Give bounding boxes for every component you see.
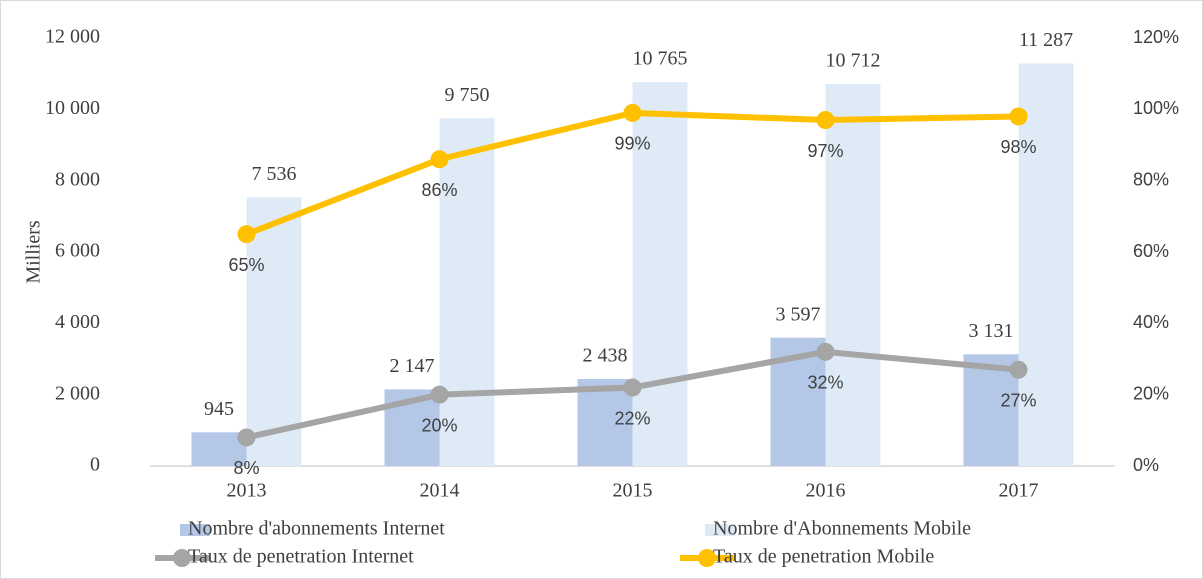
y-tick-label: 4 000 (55, 311, 100, 333)
data-label: 9 750 (445, 84, 490, 106)
data-label: 945 (204, 398, 234, 420)
y2-tick-label: 80% (1133, 169, 1169, 189)
bar (246, 197, 302, 466)
data-label: 8% (233, 458, 259, 478)
bar (577, 379, 633, 466)
x-tick-label: 2014 (420, 480, 460, 502)
marker (1009, 360, 1028, 379)
data-label: 99% (614, 134, 650, 154)
data-label: 98% (1000, 137, 1036, 157)
data-label: 86% (421, 180, 457, 200)
y-axis-title: Milliers (23, 220, 45, 284)
y2-tick-label: 40% (1133, 312, 1169, 332)
y2-tick-label: 0% (1133, 455, 1159, 475)
marker (430, 150, 449, 169)
y2-tick-label: 20% (1133, 383, 1169, 403)
x-tick-label: 2016 (806, 480, 846, 502)
x-tick-label: 2015 (613, 480, 653, 502)
marker (237, 225, 256, 244)
legend-swatch (698, 549, 716, 567)
data-label: 27% (1000, 390, 1036, 410)
legend-swatch (180, 524, 210, 536)
y-tick-label: 2 000 (55, 382, 100, 404)
marker (623, 103, 642, 122)
marker (816, 111, 835, 130)
x-tick-label: 2013 (227, 480, 267, 502)
bar (191, 432, 247, 466)
legend-swatch (173, 549, 191, 567)
data-label: 3 131 (969, 320, 1014, 342)
legend-swatch (705, 524, 735, 536)
marker (237, 428, 256, 447)
data-label: 10 712 (826, 50, 881, 72)
data-label: 32% (807, 373, 843, 393)
legend-label: Taux de penetration Mobile (713, 546, 934, 568)
y-tick-label: 8 000 (55, 168, 100, 190)
y-tick-label: 6 000 (55, 240, 100, 262)
marker (623, 378, 642, 397)
legend-label: Nombre d'Abonnements Mobile (713, 518, 971, 540)
data-label: 2 438 (583, 345, 628, 367)
data-label: 2 147 (390, 355, 435, 377)
y-tick-label: 10 000 (45, 97, 100, 119)
marker (816, 342, 835, 361)
data-label: 3 597 (776, 303, 821, 325)
marker (1009, 107, 1028, 126)
data-label: 22% (614, 408, 650, 428)
y-tick-label: 0 (90, 454, 100, 476)
y2-tick-label: 120% (1133, 27, 1179, 47)
bar (439, 118, 495, 466)
bar (632, 82, 688, 466)
marker (430, 385, 449, 404)
x-tick-label: 2017 (999, 480, 1039, 502)
bar (963, 354, 1019, 466)
legend-label: Nombre d'abonnements Internet (188, 518, 445, 540)
data-label: 65% (228, 255, 264, 275)
data-label: 7 536 (252, 163, 297, 185)
legend-label: Taux de penetration Internet (188, 546, 414, 568)
data-label: 97% (807, 141, 843, 161)
bar (1018, 63, 1074, 467)
data-label: 10 765 (633, 48, 688, 70)
bar (825, 83, 881, 467)
y-tick-label: 12 000 (45, 26, 100, 48)
y2-tick-label: 100% (1133, 98, 1179, 118)
y2-tick-label: 60% (1133, 241, 1169, 261)
data-label: 20% (421, 415, 457, 435)
data-label: 11 287 (1019, 29, 1073, 51)
